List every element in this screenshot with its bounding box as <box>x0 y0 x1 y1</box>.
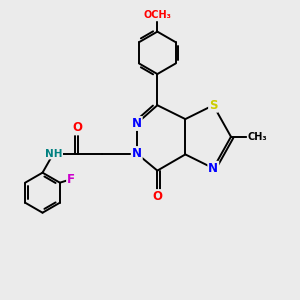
Text: OCH₃: OCH₃ <box>143 11 171 20</box>
Text: O: O <box>152 190 162 203</box>
Text: N: N <box>132 117 142 130</box>
Text: N: N <box>132 147 142 160</box>
Text: S: S <box>209 99 218 112</box>
Text: N: N <box>208 162 218 175</box>
Text: CH₃: CH₃ <box>248 132 267 142</box>
Text: F: F <box>67 172 75 186</box>
Text: O: O <box>73 122 83 134</box>
Text: NH: NH <box>45 148 62 158</box>
